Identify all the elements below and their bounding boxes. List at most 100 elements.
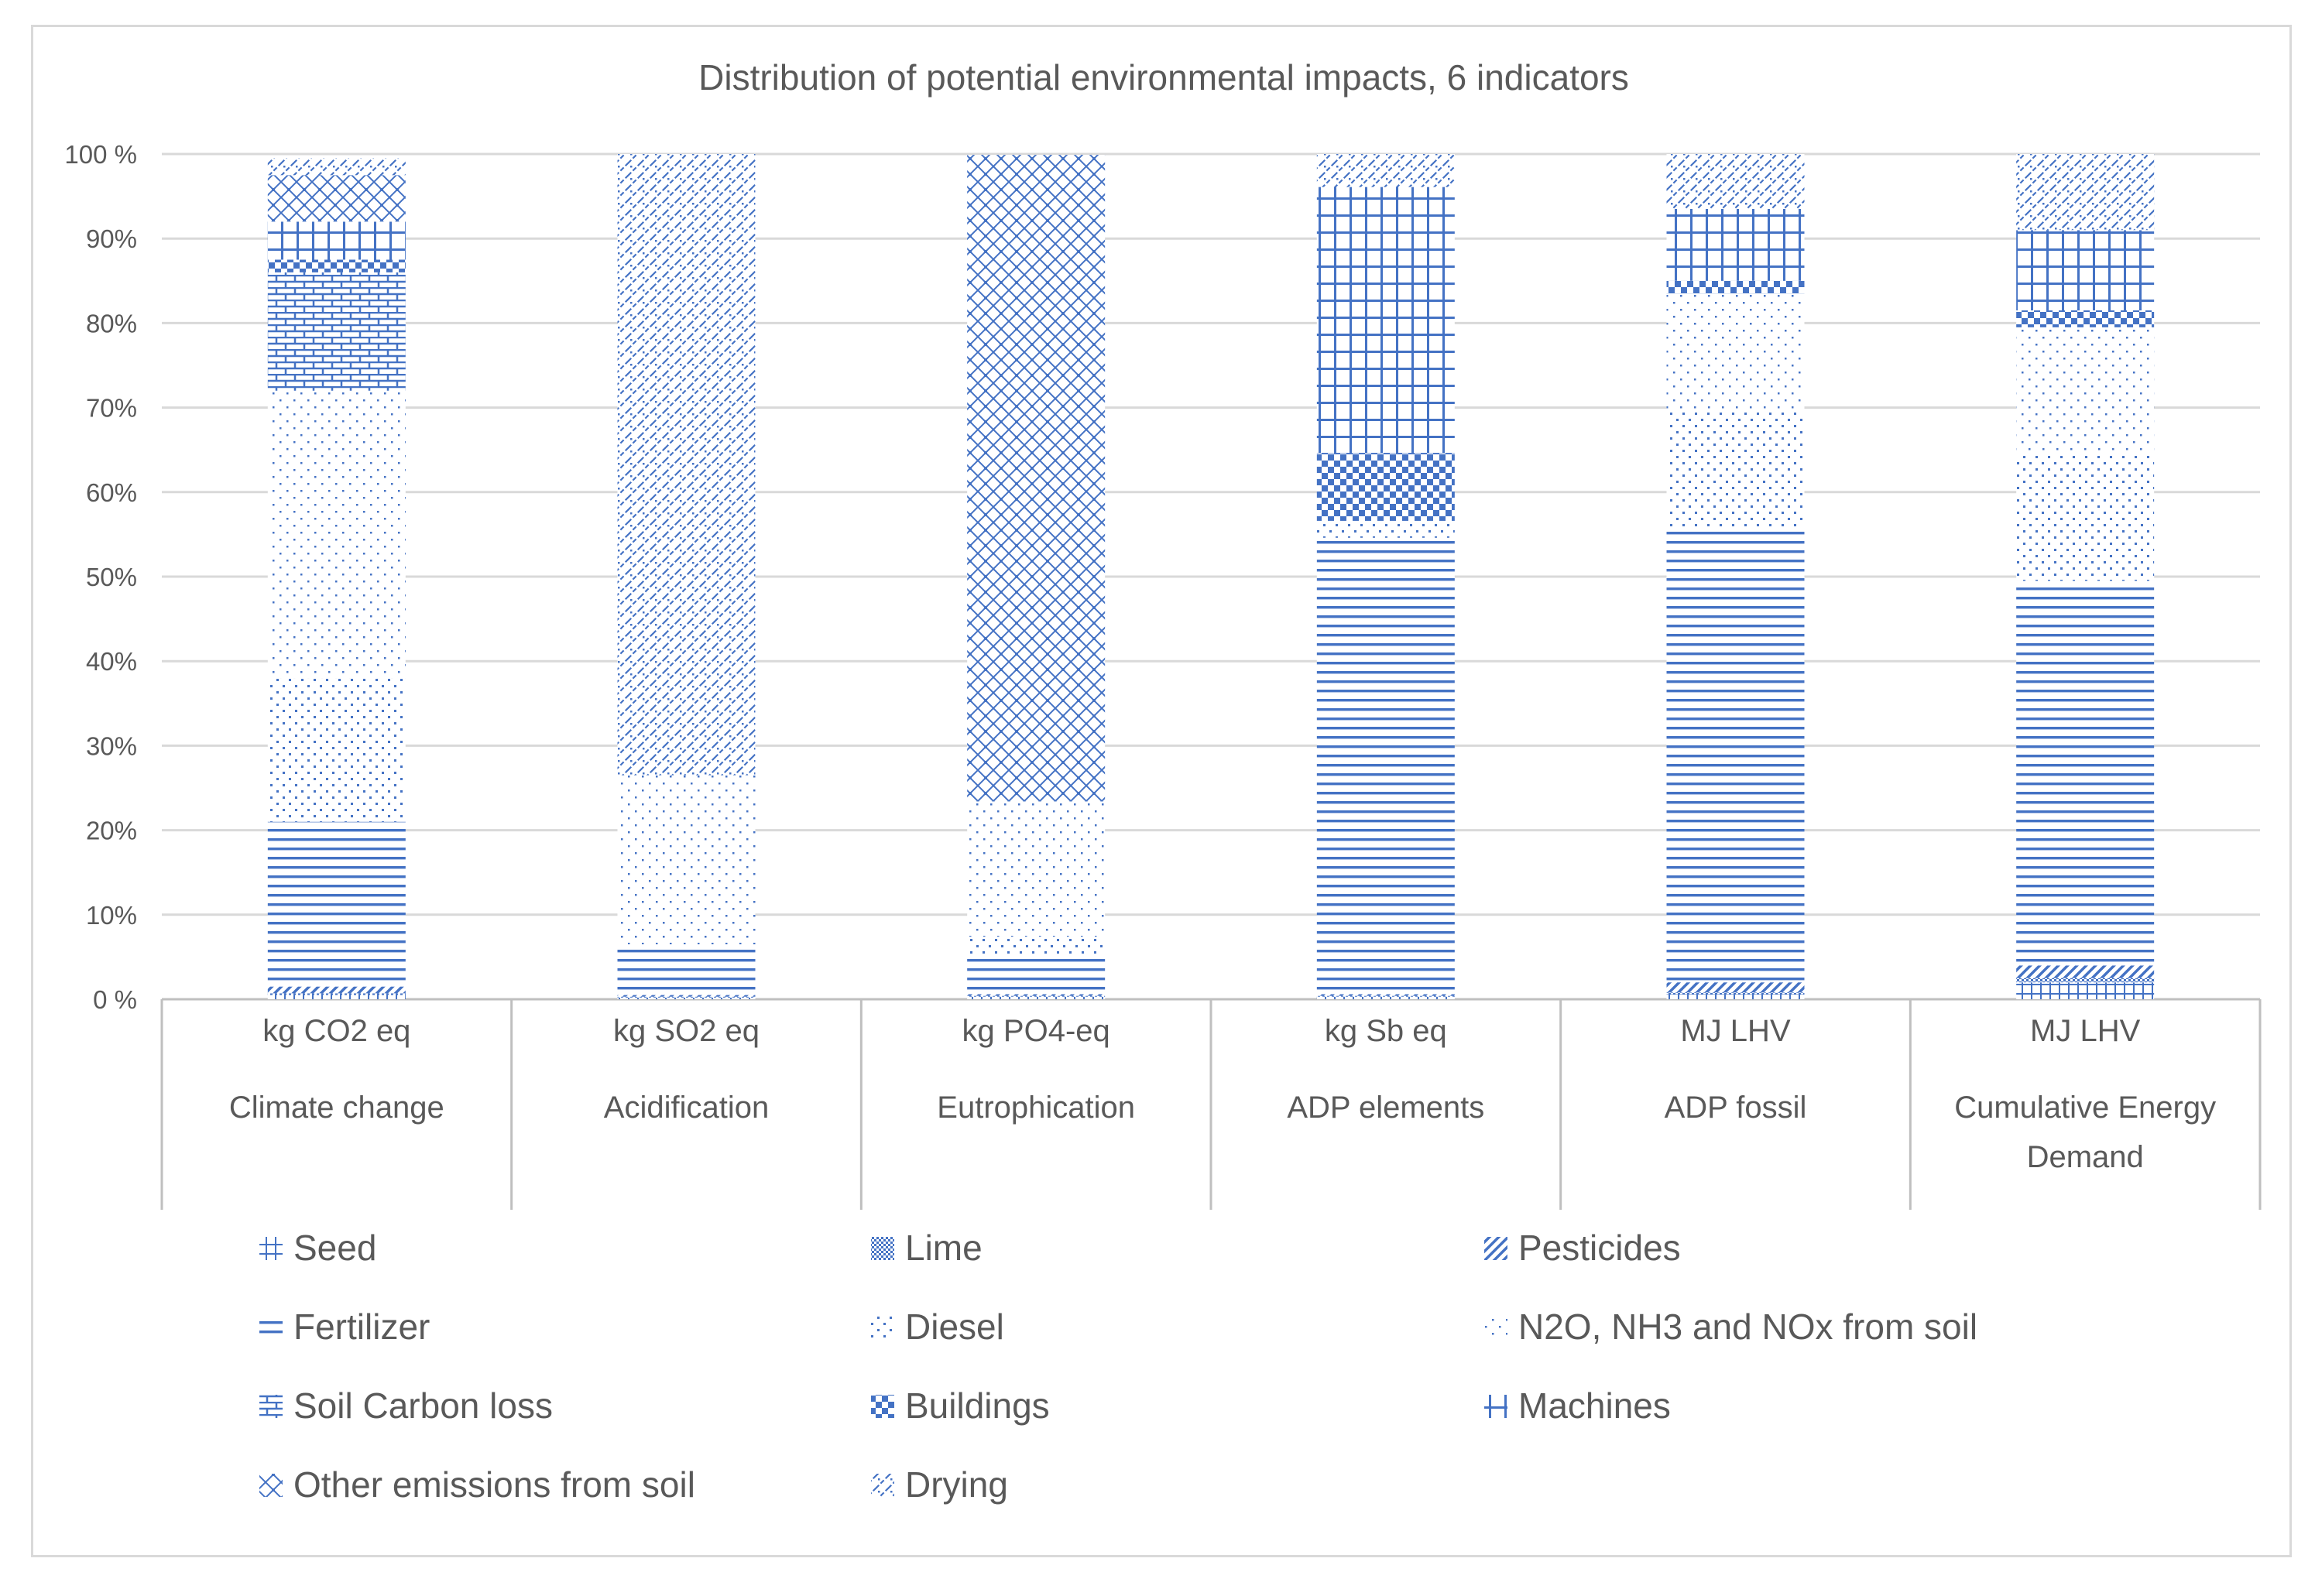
gridlines (162, 152, 2260, 1001)
bar-segment-diesel (1316, 520, 1455, 538)
bar-segment-pesticides (267, 986, 406, 994)
legend-swatch (871, 1237, 894, 1260)
x-axis: kg CO2 eq Climate change kg SO2 eq Acidific… (160, 999, 2262, 1210)
legend: Seed Lime Pesticides Fertilizer Diesel N2O, N… (259, 1228, 1977, 1505)
legend-swatch (871, 1316, 894, 1339)
legend-item-n2o-nh3-and-nox-from-soil: N2O, NH3 and NOx from soil (1484, 1307, 1977, 1347)
bar-segment-buildings (1316, 453, 1455, 521)
y-tick-label: 0 % (93, 985, 137, 1014)
bar-segment-pesticides (1316, 994, 1455, 996)
y-tick-label: 60% (86, 478, 137, 507)
bar-segment-seed (967, 996, 1106, 999)
legend-item-other-emissions-from-soil: Other emissions from soil (259, 1464, 695, 1505)
bar-segment-drying (267, 158, 406, 176)
bar-segment-other-emissions-from-soil (267, 175, 406, 222)
legend-item-lime: Lime (871, 1228, 983, 1268)
bar-segment-lime (1666, 992, 1805, 995)
y-tick-label: 40% (86, 647, 137, 676)
bar-segment-n2o-nh3-and-nox-from-soil (967, 801, 1106, 937)
category-unit-label: MJ LHV (2030, 1014, 2141, 1048)
bar-segment-seed (617, 997, 756, 999)
bar-segment-lime (967, 995, 1106, 997)
legend-item-machines: Machines (1484, 1385, 1671, 1426)
bar-segment-fertilizer (1316, 537, 1455, 995)
legend-swatch (871, 1474, 894, 1497)
bar-segment-seed (267, 995, 406, 999)
category-label: Cumulative Energy (1954, 1091, 2216, 1125)
bar-segment-fertilizer (967, 954, 1106, 995)
bar-segment-n2o-nh3-and-nox-from-soil (1666, 293, 1805, 413)
bar-segment-machines (1316, 187, 1455, 454)
legend-item-diesel: Diesel (871, 1307, 1004, 1347)
bar-segment-soil-carbon-loss (267, 272, 406, 391)
bar-segment-lime (267, 993, 406, 995)
y-tick-label: 90% (86, 224, 137, 253)
legend-item-fertilizer: Fertilizer (259, 1307, 430, 1347)
bar-segment-diesel (967, 937, 1106, 954)
category-unit-label: kg PO4-eq (962, 1014, 1110, 1048)
y-tick-label: 30% (86, 731, 137, 760)
legend-swatch (259, 1316, 283, 1339)
bar-segment-drying (1316, 154, 1455, 187)
bar-segment-n2o-nh3-and-nox-from-soil (2016, 327, 2155, 454)
legend-swatch (1484, 1316, 1507, 1339)
bar-segment-fertilizer (2016, 581, 2155, 966)
legend-swatch (1484, 1395, 1507, 1418)
legend-label: Soil Carbon loss (293, 1385, 553, 1426)
bar-segment-drying (617, 154, 756, 776)
legend-label: Lime (905, 1228, 983, 1268)
category-label: ADP elements (1287, 1091, 1484, 1125)
bar-segment-pesticides (1666, 982, 1805, 993)
legend-item-buildings: Buildings (871, 1385, 1050, 1426)
bar-segment-buildings (267, 259, 406, 272)
chart-title: Distribution of potential environmental … (698, 57, 1629, 98)
bar-segment-machines (1666, 208, 1805, 281)
y-tick-label: 10% (86, 901, 137, 930)
y-tick-label: 100 % (64, 140, 137, 169)
category-unit-label: MJ LHV (1680, 1014, 1791, 1048)
legend-label: Other emissions from soil (293, 1464, 695, 1505)
legend-label: Diesel (905, 1307, 1004, 1347)
bar-segment-seed (1316, 996, 1455, 999)
legend-swatch (1484, 1237, 1507, 1260)
category-label: Eutrophication (937, 1091, 1135, 1125)
bar-segment-lime (617, 996, 756, 998)
chart-svg: Distribution of potential environmental … (64, 57, 2262, 1505)
bar-segment-n2o-nh3-and-nox-from-soil (267, 390, 406, 679)
bar-segment-n2o-nh3-and-nox-from-soil (617, 775, 756, 945)
legend-swatch (259, 1474, 283, 1497)
legend-label: Drying (905, 1464, 1008, 1505)
category-label: Climate change (229, 1091, 444, 1125)
category-unit-label: kg CO2 eq (262, 1014, 410, 1048)
bar-segment-machines (267, 221, 406, 260)
legend-swatch (259, 1237, 283, 1260)
category-label: Demand (2027, 1140, 2144, 1174)
y-tick-label: 50% (86, 563, 137, 591)
category-unit-label: kg SO2 eq (613, 1014, 760, 1048)
bar-segment-other-emissions-from-soil (967, 155, 1106, 802)
category-unit-label: kg Sb eq (1325, 1014, 1447, 1048)
legend-label: Pesticides (1518, 1228, 1681, 1268)
bar-segment-diesel (267, 678, 406, 822)
bar-segment-drying (2016, 154, 2155, 231)
y-tick-label: 20% (86, 817, 137, 845)
bar-segment-fertilizer (1666, 529, 1805, 983)
bar-segment-pesticides (967, 994, 1106, 996)
legend-swatch (259, 1395, 283, 1418)
bars (267, 154, 2155, 999)
legend-item-pesticides: Pesticides (1484, 1228, 1681, 1268)
legend-item-soil-carbon-loss: Soil Carbon loss (259, 1385, 553, 1426)
bar-segment-lime (2016, 978, 2155, 983)
bar-segment-lime (1316, 995, 1455, 997)
category-label: ADP fossil (1665, 1091, 1807, 1125)
legend-item-drying: Drying (871, 1464, 1008, 1505)
bar-segment-diesel (1666, 412, 1805, 530)
legend-label: Machines (1518, 1385, 1671, 1426)
bar-segment-buildings (2016, 310, 2155, 327)
bar-segment-fertilizer (617, 944, 756, 995)
bar-segment-pesticides (617, 995, 756, 997)
bar-segment-seed (1666, 994, 1805, 999)
bar-segment-diesel (2016, 454, 2155, 581)
legend-label: N2O, NH3 and NOx from soil (1518, 1307, 1977, 1347)
legend-label: Buildings (905, 1385, 1050, 1426)
